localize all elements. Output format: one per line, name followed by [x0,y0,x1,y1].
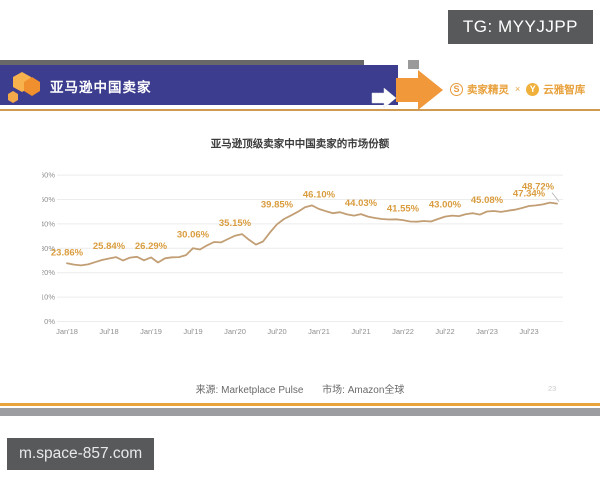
data-point-label: 46.10% [303,189,336,200]
x-axis-tick: Jul'22 [435,327,454,336]
partner-name-2: 云雅智库 [543,83,586,96]
data-point-label: 30.06% [177,229,210,240]
market-share-series-line [66,201,558,267]
x-axis-tick: Jan'18 [56,327,78,336]
x-axis-tick: Jan'21 [308,327,330,336]
data-point-label: 35.15% [219,218,252,229]
y-axis-tick: 10% [42,293,55,302]
y-axis-tick: 40% [42,219,55,228]
page-number: 23 [548,384,557,393]
header-banner [0,65,398,105]
data-point-label: 44.03% [345,198,378,209]
x-axis-tick: Jan'23 [476,327,498,336]
y-axis-tick: 50% [42,195,55,204]
data-point-label: 47.34% [513,188,546,199]
data-point-label: 26.29% [135,241,168,252]
data-point-label: 45.08% [471,195,504,206]
source-note: 来源: Marketplace Pulse 市场: Amazon全球 [0,381,600,396]
bottom-divider-gray [0,408,600,416]
hexagon-logo-icon [8,72,40,103]
partner-name-1: 卖家精灵 [467,83,509,96]
y-axis-tick: 0% [44,317,55,326]
header-divider [0,109,600,111]
data-point-label: 41.55% [387,203,420,214]
banner-top-strip [0,60,364,66]
data-point-label: 39.85% [261,199,294,210]
sellersprite-icon: S [450,82,463,96]
x-axis-tick: Jul'18 [99,327,118,336]
banner-arrows [371,70,443,110]
x-axis-tick: Jul'21 [351,327,370,336]
y-axis-tick: 30% [42,244,55,253]
orange-arrow-icon [396,70,443,110]
data-point-label: 23.86% [51,247,84,258]
data-point-label: 48.72% [522,182,555,193]
x-axis-tick: Jan'20 [224,327,246,336]
chart-title: 亚马逊顶级卖家中中国卖家的市场份额 [210,138,390,150]
white-arrow-icon [371,87,397,109]
data-point-label: 43.00% [429,200,462,211]
x-axis-tick: Jan'22 [392,327,414,336]
banner-title: 亚马逊中国卖家 [50,80,152,95]
y-axis-tick: 20% [42,268,55,277]
x-axis-tick: Jan'19 [140,327,162,336]
tg-contact-badge: TG: MYYJJPP [447,10,593,44]
market-share-line-chart: 0% 10% 20% 30% 40% 50% 60% Jan'18 Jul'18 Jan'19 Ju… [42,171,563,336]
x-axis-tick: Jul'19 [183,327,202,336]
x-axis-tick: Jul'20 [267,327,286,336]
data-point-label: 25.84% [93,241,126,252]
bottom-divider-orange [0,403,600,406]
market-label: 市场: Amazon全球 [322,385,405,396]
x-axis-tick: Jul'23 [519,327,538,336]
partner-logos: S 卖家精灵 × Y 云雅智库 [450,79,595,99]
watermark-url-badge: m.space-857.com [7,438,155,470]
source-label: 来源: Marketplace Pulse [195,385,304,396]
banner-corner-chip [408,60,419,69]
y-axis-tick: 60% [42,171,55,180]
yunya-icon: Y [526,82,540,96]
partner-separator: × [515,84,521,94]
